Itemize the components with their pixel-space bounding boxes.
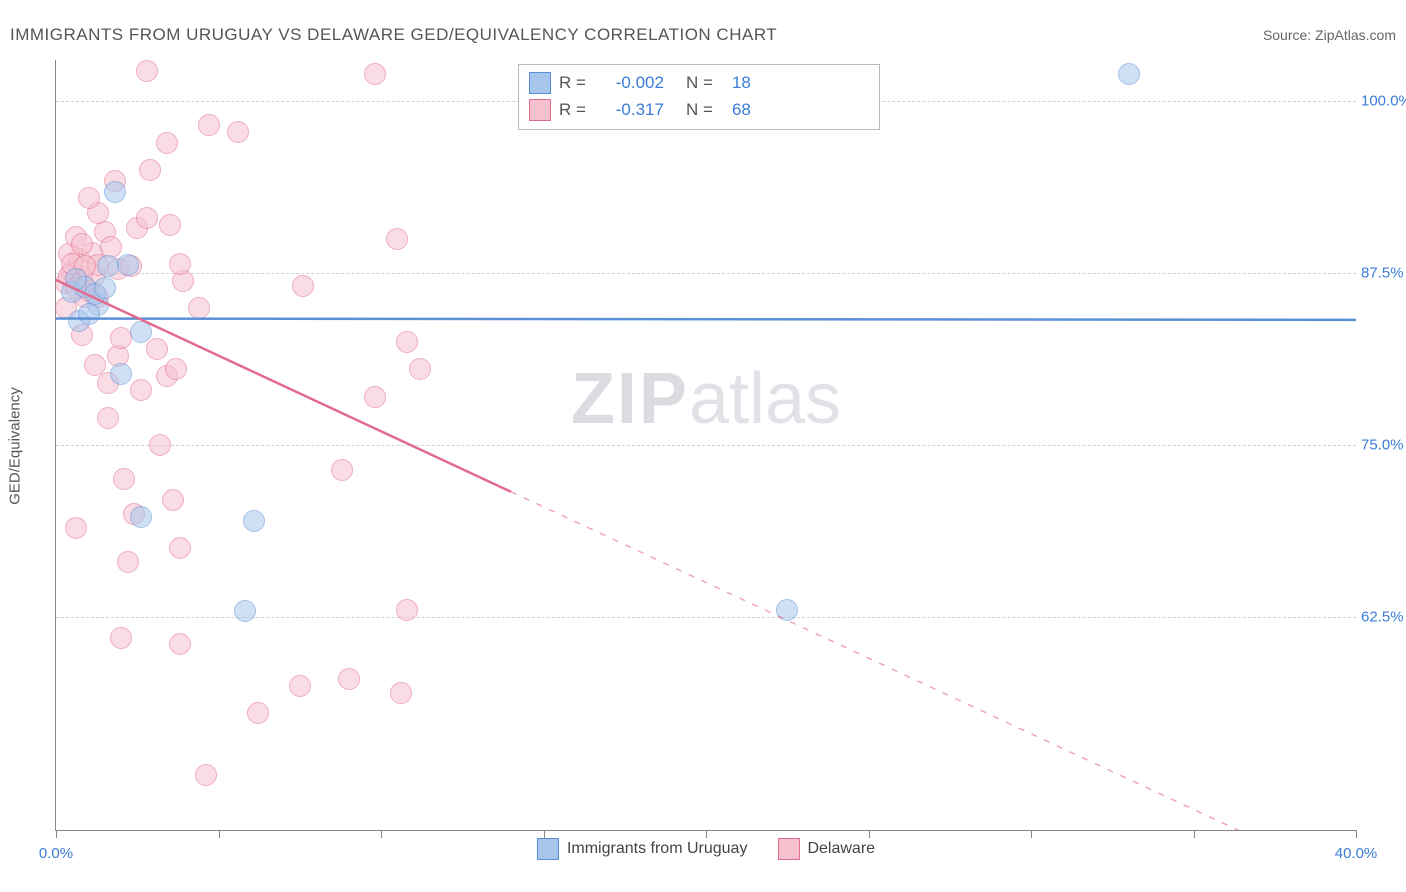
scatter-point <box>386 228 408 250</box>
scatter-point <box>195 764 217 786</box>
r-label: R = <box>559 96 586 123</box>
scatter-point <box>198 114 220 136</box>
scatter-point <box>390 682 412 704</box>
watermark: ZIPatlas <box>571 358 841 440</box>
scatter-point <box>169 253 191 275</box>
legend-item: Delaware <box>777 838 875 860</box>
scatter-point <box>104 181 126 203</box>
n-label: N = <box>686 96 713 123</box>
scatter-point <box>165 358 187 380</box>
y-tick-label: 87.5% <box>1361 265 1406 282</box>
scatter-point <box>169 537 191 559</box>
scatter-point <box>117 254 139 276</box>
scatter-point <box>292 275 314 297</box>
scatter-point <box>78 303 100 325</box>
scatter-point <box>97 255 119 277</box>
gridline <box>56 445 1356 446</box>
chart-title: IMMIGRANTS FROM URUGUAY VS DELAWARE GED/… <box>10 25 777 45</box>
y-axis-label: GED/Equivalency <box>7 387 24 505</box>
scatter-point <box>130 506 152 528</box>
scatter-point <box>110 363 132 385</box>
scatter-point <box>169 633 191 655</box>
scatter-point <box>100 236 122 258</box>
legend-item: Immigrants from Uruguay <box>537 838 748 860</box>
legend-swatch-blue <box>537 838 559 860</box>
scatter-point <box>396 599 418 621</box>
scatter-point <box>364 386 386 408</box>
scatter-point <box>130 379 152 401</box>
scatter-point <box>146 338 168 360</box>
scatter-point <box>338 668 360 690</box>
n-label: N = <box>686 69 713 96</box>
x-tick <box>56 830 57 838</box>
y-tick-label: 62.5% <box>1361 608 1406 625</box>
legend-stats: R = -0.002 N = 18 R = -0.317 N = 68 <box>518 64 880 130</box>
scatter-point <box>110 627 132 649</box>
scatter-point <box>136 60 158 82</box>
scatter-point <box>78 187 100 209</box>
legend-swatch-pink <box>529 99 551 121</box>
x-tick <box>1031 830 1032 838</box>
scatter-point <box>162 489 184 511</box>
legend-stats-row: R = -0.002 N = 18 <box>529 69 869 96</box>
watermark-light: atlas <box>689 359 841 439</box>
legend-swatch-pink <box>777 838 799 860</box>
scatter-point <box>247 702 269 724</box>
scatter-point <box>227 121 249 143</box>
legend-label: Immigrants from Uruguay <box>567 840 748 858</box>
watermark-bold: ZIP <box>571 359 689 439</box>
legend-series: Immigrants from Uruguay Delaware <box>537 838 875 860</box>
scatter-point <box>94 277 116 299</box>
x-tick <box>706 830 707 838</box>
scatter-point <box>65 517 87 539</box>
r-label: R = <box>559 69 586 96</box>
scatter-point <box>409 358 431 380</box>
scatter-point <box>396 331 418 353</box>
y-tick-label: 100.0% <box>1361 93 1406 110</box>
legend-label: Delaware <box>807 840 875 858</box>
scatter-point <box>136 207 158 229</box>
scatter-point <box>234 600 256 622</box>
scatter-point <box>159 214 181 236</box>
x-tick <box>544 830 545 838</box>
x-tick-label: 0.0% <box>39 845 73 862</box>
source-label: Source: ZipAtlas.com <box>1263 27 1396 43</box>
scatter-point <box>289 675 311 697</box>
n-value: 68 <box>721 96 751 123</box>
x-tick <box>1194 830 1195 838</box>
scatter-point <box>149 434 171 456</box>
scatter-point <box>117 551 139 573</box>
scatter-point <box>139 159 161 181</box>
scatter-point <box>65 268 87 290</box>
title-bar: IMMIGRANTS FROM URUGUAY VS DELAWARE GED/… <box>10 20 1396 50</box>
x-tick-label: 40.0% <box>1335 845 1378 862</box>
y-tick-label: 75.0% <box>1361 437 1406 454</box>
r-value: -0.002 <box>594 69 664 96</box>
scatter-point <box>71 233 93 255</box>
x-tick <box>869 830 870 838</box>
scatter-point <box>1118 63 1140 85</box>
scatter-point <box>156 132 178 154</box>
r-value: -0.317 <box>594 96 664 123</box>
scatter-point <box>243 510 265 532</box>
x-tick <box>1356 830 1357 838</box>
legend-swatch-blue <box>529 72 551 94</box>
n-value: 18 <box>721 69 751 96</box>
scatter-point <box>113 468 135 490</box>
x-tick <box>219 830 220 838</box>
scatter-point <box>97 407 119 429</box>
x-tick <box>381 830 382 838</box>
scatter-point <box>364 63 386 85</box>
scatter-point <box>776 599 798 621</box>
scatter-point <box>331 459 353 481</box>
scatter-point <box>188 297 210 319</box>
scatter-point <box>130 321 152 343</box>
legend-stats-row: R = -0.317 N = 68 <box>529 96 869 123</box>
plot-area: ZIPatlas R = -0.002 N = 18 R = -0.317 N … <box>55 60 1356 831</box>
gridline <box>56 273 1356 274</box>
